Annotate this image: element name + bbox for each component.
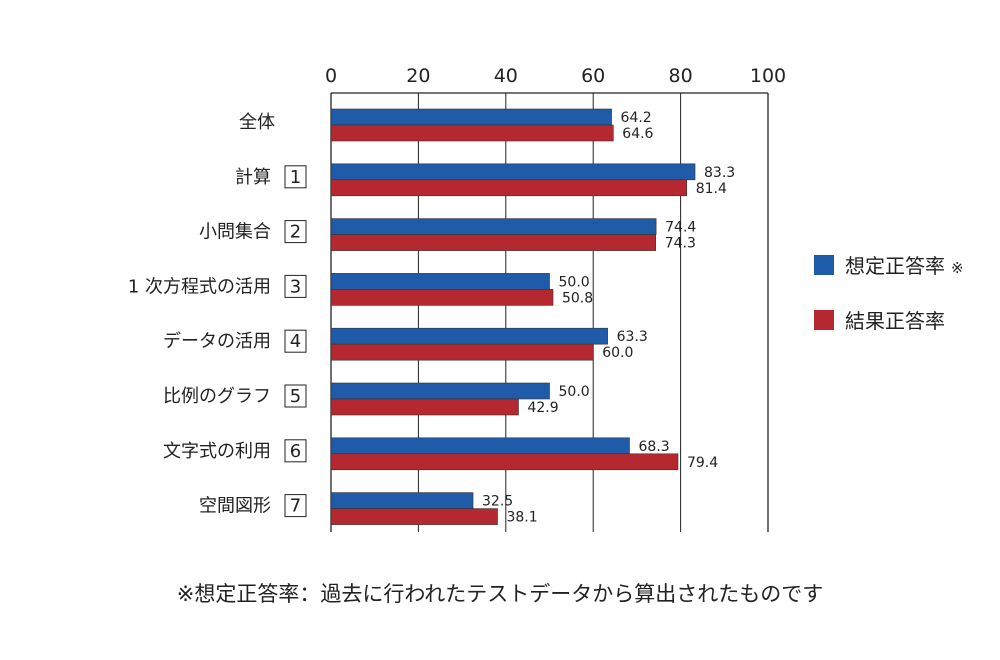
category-label: データの活用	[163, 331, 271, 352]
category-badge-box	[284, 329, 307, 353]
category-badge-box	[284, 165, 307, 189]
bar	[330, 218, 657, 235]
legend-swatch-result	[814, 310, 834, 330]
data-label: 50.8	[562, 290, 593, 306]
bar	[330, 234, 656, 251]
footnote: ※想定正答率：過去に行われたテストデータから算出されたものです	[177, 582, 824, 606]
category-badge-number: 4	[290, 331, 301, 352]
x-tick-label: 20	[406, 65, 430, 87]
category-label: 空間図形	[199, 496, 271, 517]
bar	[330, 453, 679, 471]
category-label: 計算	[235, 167, 271, 188]
category-badge-number: 5	[290, 386, 301, 407]
data-label: 32.5	[482, 494, 513, 510]
legend: 想定正答率 ※ 結果正答率	[814, 254, 964, 333]
data-label: 50.0	[559, 274, 590, 290]
category-badge-number: 7	[290, 496, 301, 517]
category-badge-number: 2	[290, 222, 301, 243]
bar	[330, 343, 594, 361]
data-label: 64.6	[622, 126, 653, 142]
x-tick-label: 80	[669, 65, 693, 87]
x-tick-label: 0	[325, 65, 337, 87]
bar	[330, 382, 550, 400]
legend-label-expected: 想定正答率 ※	[845, 254, 964, 278]
category-label: 全体	[239, 112, 275, 133]
data-label: 60.0	[602, 345, 633, 361]
category-badge-box	[284, 494, 307, 518]
x-axis-ticks: 0 20 40 60 80 100	[325, 65, 786, 87]
bar	[330, 108, 612, 126]
category-badge-number: 3	[290, 276, 301, 297]
data-label: 64.2	[621, 110, 652, 126]
bar	[330, 492, 474, 509]
x-tick-label: 40	[494, 65, 518, 87]
bar	[330, 508, 498, 525]
bar	[330, 163, 696, 181]
bars: 64.2 83.3 74.4 50.0 63.3 50.0 68.3 32.5 64.6 81.4…	[330, 108, 735, 526]
category-badge-box	[284, 439, 307, 463]
category-badge-number: 6	[290, 441, 301, 462]
data-label: 74.3	[665, 236, 696, 252]
category-label: 1 次方程式の活用	[128, 276, 271, 297]
data-label: 81.4	[696, 181, 727, 197]
category-label: 小問集合	[199, 222, 271, 243]
bar	[330, 124, 614, 142]
data-label: 83.3	[704, 165, 735, 181]
category-badge-box	[284, 220, 307, 244]
bar	[330, 289, 554, 306]
category-label: 比例のグラフ	[163, 386, 271, 407]
category-badge-box	[284, 384, 307, 408]
data-label: 68.3	[638, 439, 669, 455]
category-label: 文字式の利用	[163, 441, 271, 462]
bar	[330, 179, 688, 197]
data-label: 74.4	[665, 220, 696, 236]
category-badge-box	[284, 274, 307, 298]
bar	[330, 398, 519, 416]
data-label: 79.4	[687, 455, 718, 471]
data-label: 42.9	[527, 400, 558, 416]
category-badge-number: 1	[290, 167, 301, 188]
data-label: 63.3	[617, 329, 648, 345]
legend-swatch-expected	[814, 255, 834, 275]
x-tick-label: 100	[750, 65, 786, 87]
bar	[330, 327, 608, 345]
x-tick-label: 60	[581, 65, 605, 87]
data-label: 38.1	[506, 510, 537, 526]
bar	[330, 437, 630, 455]
legend-label-result: 結果正答率	[845, 309, 945, 333]
data-label: 50.0	[559, 384, 590, 400]
bar	[330, 273, 550, 290]
